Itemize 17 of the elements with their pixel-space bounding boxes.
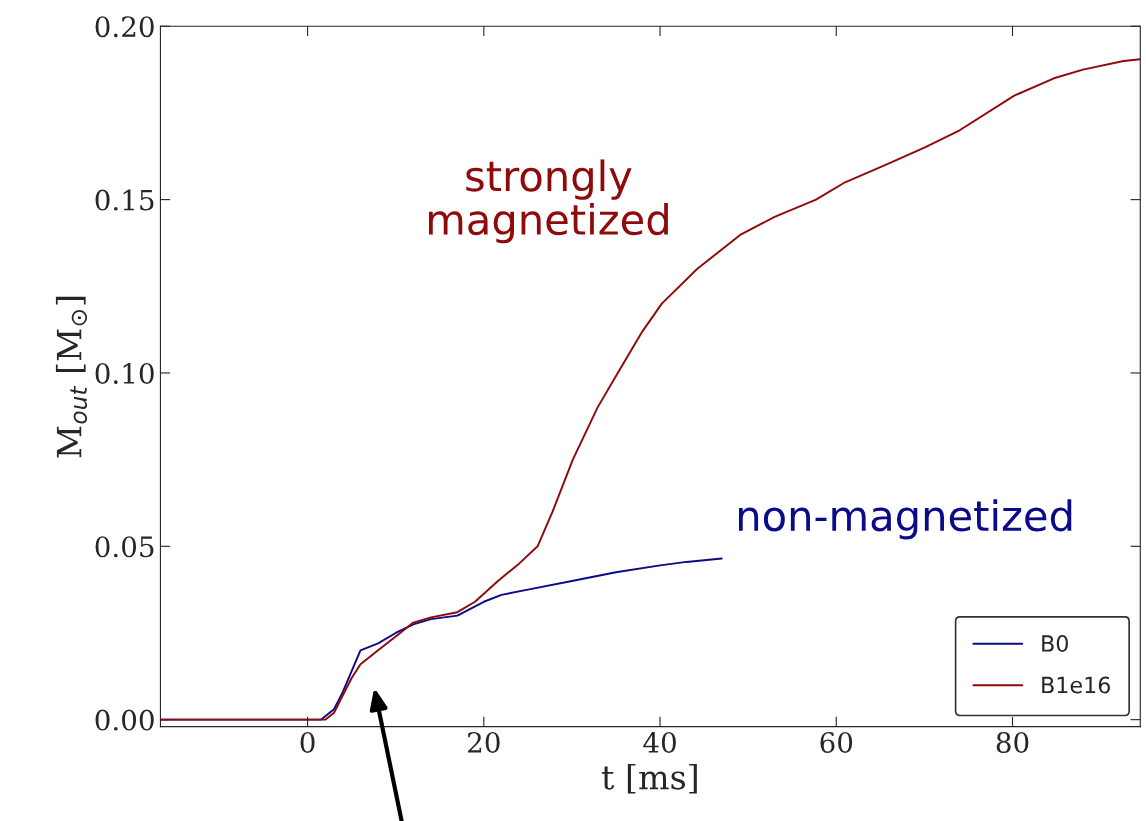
- annotation: non-magnetized: [738, 499, 1072, 540]
- x-tick-label: 20: [468, 731, 500, 753]
- y-tick-label: 0.15: [95, 189, 154, 211]
- line-series: [160, 58, 1141, 721]
- x-tick-label: 40: [643, 731, 676, 753]
- y-tick-label: 0.10: [95, 362, 154, 384]
- y-tick-label: 0.00: [95, 709, 154, 731]
- annotation: strongly magnetized: [428, 159, 668, 244]
- x-axis-title: t [ms]: [601, 763, 697, 794]
- y-axis-title: M$_{out}$ [M$_{⊙}$]: [55, 296, 88, 458]
- x-tick-label: 80: [996, 731, 1029, 753]
- legend-label: B1e16: [1042, 676, 1110, 694]
- x-tick-label: 0: [300, 731, 315, 753]
- x-tick-label: 60: [820, 731, 853, 753]
- y-tick-label: 0.20: [95, 16, 154, 38]
- y-tick-label: 0.05: [95, 536, 154, 558]
- legend-label: B0: [1042, 635, 1068, 652]
